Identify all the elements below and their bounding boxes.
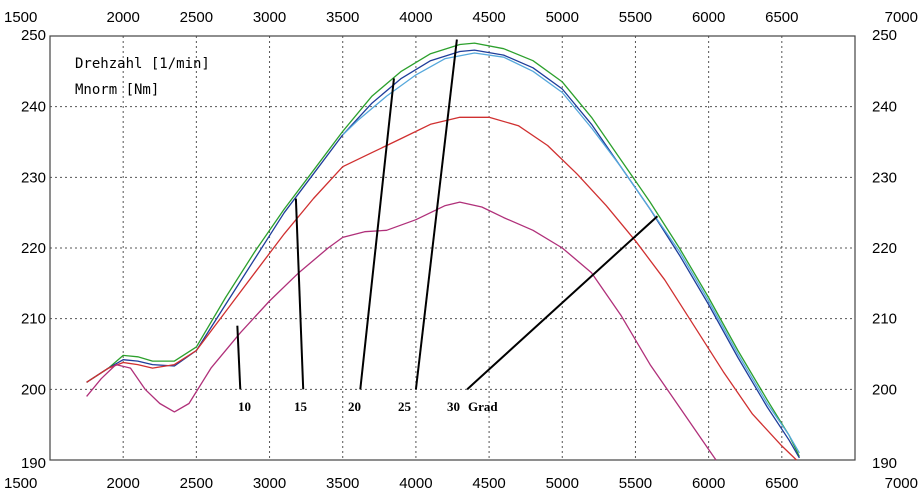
annotation-label-10: 10 <box>238 399 251 414</box>
x-tick-label-bottom-4500: 4500 <box>472 475 505 492</box>
x-tick-label-bottom-5500: 5500 <box>619 475 652 492</box>
annotation-label-15: 15 <box>294 399 308 414</box>
x-tick-label-bottom-2500: 2500 <box>180 475 213 492</box>
legend-mnorm: Mnorm [Nm] <box>75 82 159 98</box>
y-tick-label-right-210: 210 <box>872 311 897 328</box>
x-tick-label-top-4500: 4500 <box>472 9 505 26</box>
annotation-labels: 10 15 20 25 30 Grad <box>238 399 498 414</box>
plot-frame <box>49 35 856 461</box>
plot-border <box>49 35 856 461</box>
y-tick-label-right-250: 250 <box>872 27 897 44</box>
y-tick-label-right-220: 220 <box>872 240 897 257</box>
x-tick-label-top-4000: 4000 <box>399 9 432 26</box>
y-tick-label-left-240: 240 <box>21 99 46 116</box>
x-tick-label-top-1500: 1500 <box>4 9 37 26</box>
y-tick-label-left-190: 190 <box>21 455 46 472</box>
series-line-4 <box>86 116 797 461</box>
right-y-axis: 190 200 210 220 230 240 250 <box>872 27 897 472</box>
y-tick-label-left-230: 230 <box>21 169 46 186</box>
x-tick-label-bottom-1500: 1500 <box>4 475 37 492</box>
y-tick-label-left-200: 200 <box>21 381 46 398</box>
annotation-line-2 <box>294 198 305 390</box>
x-tick-label-bottom-2000: 2000 <box>106 475 139 492</box>
annotation-lines <box>236 39 659 391</box>
x-tick-label-top-6500: 6500 <box>765 9 798 26</box>
y-tick-label-right-230: 230 <box>872 169 897 186</box>
grid <box>50 36 855 460</box>
x-tick-label-top-5500: 5500 <box>619 9 652 26</box>
bottom-x-axis: 1500 2000 2500 3000 3500 4000 4500 5000 5500 6000… <box>4 475 918 492</box>
x-tick-label-bottom-7000: 7000 <box>885 475 918 492</box>
x-tick-label-top-6000: 6000 <box>692 9 725 26</box>
series-line-3 <box>342 52 800 454</box>
annotation-line-3 <box>359 78 395 390</box>
y-tick-label-left-250: 250 <box>21 27 46 44</box>
annotation-label-25: 25 <box>398 399 412 414</box>
legend-drehzahl: Drehzahl [1/min] <box>75 56 210 72</box>
y-tick-label-right-200: 200 <box>872 381 897 398</box>
x-tick-label-bottom-3000: 3000 <box>253 475 286 492</box>
x-tick-label-bottom-6000: 6000 <box>692 475 725 492</box>
y-tick-label-left-220: 220 <box>21 240 46 257</box>
x-tick-label-bottom-3500: 3500 <box>326 475 359 492</box>
annotation-line-1 <box>236 325 242 390</box>
x-tick-label-bottom-6500: 6500 <box>765 475 798 492</box>
x-tick-label-top-7000: 7000 <box>885 9 918 26</box>
series-line-1 <box>86 42 800 457</box>
left-y-axis: 190 200 210 220 230 240 250 <box>21 27 46 472</box>
legend: Drehzahl [1/min] Mnorm [Nm] <box>75 56 210 98</box>
x-tick-label-top-2500: 2500 <box>180 9 213 26</box>
x-tick-label-top-5000: 5000 <box>546 9 579 26</box>
series-line-5 <box>86 201 717 461</box>
annotation-label-grad: Grad <box>468 399 498 414</box>
annotation-label-30: 30 <box>447 399 460 414</box>
annotation-line-4 <box>414 39 458 390</box>
annotation-line-5 <box>466 215 659 391</box>
x-tick-label-top-2000: 2000 <box>106 9 139 26</box>
y-tick-label-right-240: 240 <box>872 99 897 116</box>
y-tick-label-right-190: 190 <box>872 455 897 472</box>
x-tick-label-top-3000: 3000 <box>253 9 286 26</box>
x-tick-label-top-3500: 3500 <box>326 9 359 26</box>
y-tick-label-left-210: 210 <box>21 311 46 328</box>
x-tick-label-bottom-5000: 5000 <box>546 475 579 492</box>
series-group <box>86 42 800 461</box>
top-x-axis: 1500 2000 2500 3000 3500 4000 4500 5000 5500 6000… <box>4 9 918 26</box>
x-tick-label-bottom-4000: 4000 <box>399 475 432 492</box>
annotation-label-20: 20 <box>348 399 361 414</box>
